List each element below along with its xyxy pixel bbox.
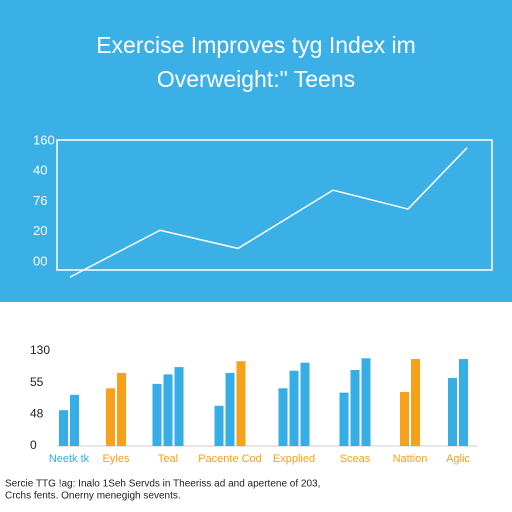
- footnote: Crchs fents. Onerny menegigh sevents.: [5, 491, 181, 502]
- y-axis-label: 48: [30, 407, 44, 421]
- bar: [278, 388, 288, 446]
- y-axis-label: 130: [30, 343, 50, 357]
- y-axis-label: 00: [33, 253, 47, 268]
- bar: [106, 388, 115, 446]
- bar: [174, 367, 184, 446]
- top-panel: [0, 0, 512, 302]
- bar: [236, 361, 246, 446]
- y-axis-label: 20: [33, 223, 47, 238]
- x-tick-label: Teal: [158, 453, 178, 465]
- bar: [152, 383, 162, 446]
- bar: [70, 394, 79, 446]
- x-tick-label: Expplied: [273, 453, 315, 465]
- bar: [448, 378, 457, 446]
- bar: [163, 374, 173, 446]
- y-axis-label: 160: [33, 132, 55, 147]
- footnote: Sercie TTG !ag: Inalo 1Seh Servds in The…: [5, 479, 320, 490]
- bar: [411, 359, 420, 446]
- y-axis-label: 55: [30, 375, 44, 389]
- bar: [59, 410, 68, 446]
- line-series: [69, 147, 468, 278]
- x-tick-label: Neetk tk: [49, 453, 90, 465]
- chart-title: Exercise Improves tyg Index im: [96, 32, 416, 58]
- x-tick-label: Aglic: [446, 453, 470, 465]
- x-tick-label: Sceas: [340, 453, 371, 465]
- bar: [350, 370, 360, 446]
- bar: [339, 392, 349, 446]
- bar: [459, 359, 468, 446]
- bar: [117, 372, 126, 446]
- bar: [300, 362, 310, 446]
- y-axis-label: 0: [30, 438, 37, 452]
- bar: [361, 358, 371, 446]
- x-tick-label: Nattion: [393, 453, 428, 465]
- plot-frame: [56, 139, 493, 271]
- x-tick-label: Pacente Cod: [198, 453, 262, 465]
- bar: [289, 370, 299, 446]
- bar: [225, 372, 235, 446]
- bar: [400, 391, 409, 446]
- chart-subtitle: Overweight:" Teens: [157, 66, 355, 92]
- x-tick-label: Eyles: [103, 453, 130, 465]
- bar: [214, 405, 224, 446]
- y-axis-label: 76: [33, 193, 47, 208]
- y-axis-label: 40: [33, 163, 47, 178]
